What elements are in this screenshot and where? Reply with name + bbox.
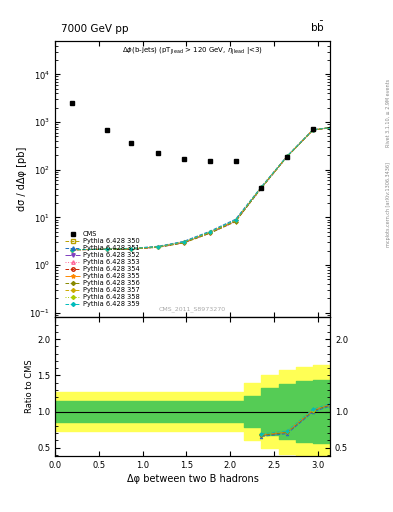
X-axis label: Δφ between two B hadrons: Δφ between two B hadrons <box>127 474 259 484</box>
Text: CMS_2011_S8973270: CMS_2011_S8973270 <box>159 306 226 312</box>
Text: b$\bar{\rm b}$: b$\bar{\rm b}$ <box>310 20 325 34</box>
CMS <box>129 140 134 146</box>
CMS <box>70 100 75 106</box>
Text: 7000 GeV pp: 7000 GeV pp <box>61 24 128 34</box>
Text: mcplots.cern.ch [arXiv:1306.3436]: mcplots.cern.ch [arXiv:1306.3436] <box>386 162 391 247</box>
CMS <box>182 156 186 162</box>
Legend: CMS, Pythia 6.428 350, Pythia 6.428 351, Pythia 6.428 352, Pythia 6.428 353, Pyt: CMS, Pythia 6.428 350, Pythia 6.428 351,… <box>64 230 141 309</box>
CMS <box>156 151 160 157</box>
CMS <box>104 127 109 133</box>
CMS <box>285 154 290 160</box>
Text: $\Delta\phi$(b-jets) (pT$_{\rm Jlead}$ > 120 GeV, $\eta_{\rm Jlead}$ |<3): $\Delta\phi$(b-jets) (pT$_{\rm Jlead}$ >… <box>122 45 263 56</box>
CMS <box>208 158 212 164</box>
CMS <box>259 185 264 191</box>
Y-axis label: dσ / dΔφ [pb]: dσ / dΔφ [pb] <box>17 147 27 211</box>
Text: Rivet 3.1.10, ≥ 2.9M events: Rivet 3.1.10, ≥ 2.9M events <box>386 78 391 147</box>
CMS <box>233 158 238 164</box>
CMS <box>310 125 315 132</box>
Y-axis label: Ratio to CMS: Ratio to CMS <box>25 360 34 413</box>
Line: CMS: CMS <box>70 100 315 190</box>
